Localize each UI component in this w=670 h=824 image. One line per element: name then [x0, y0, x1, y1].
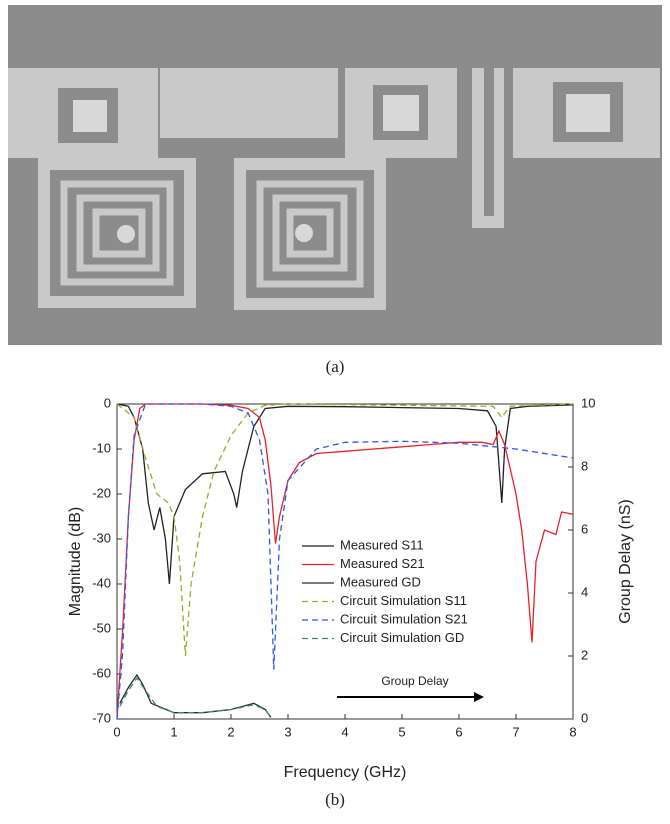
legend-label: Measured GD	[340, 574, 421, 589]
x-tick-label: 0	[113, 724, 120, 739]
y-tick-label: -10	[92, 440, 111, 455]
legend-label: Measured S11	[340, 537, 424, 552]
x-tick-label: 1	[170, 724, 177, 739]
y-tick-label: -70	[92, 710, 111, 725]
y2-tick-label: 0	[581, 710, 588, 725]
x-tick-label: 6	[455, 724, 462, 739]
x-axis-label: Frequency (GHz)	[284, 764, 407, 781]
annotation: Group Delay	[381, 674, 448, 688]
y2-tick-label: 2	[581, 647, 588, 662]
x-tick-label: 4	[341, 724, 348, 739]
x-tick-label: 2	[227, 724, 234, 739]
y-tick-label: -60	[92, 665, 111, 680]
y-tick-label: -30	[92, 530, 111, 545]
y-tick-label: 0	[104, 395, 111, 410]
series-line	[116, 403, 574, 720]
y-tick-label: -20	[92, 485, 111, 500]
y2-tick-label: 6	[581, 521, 588, 536]
series-line	[119, 676, 272, 718]
photo	[8, 5, 662, 345]
series-line	[119, 673, 272, 718]
x-tick-label: 7	[512, 724, 519, 739]
annotation-arrowhead	[474, 692, 484, 702]
legend-label: Measured S21	[340, 556, 425, 571]
x-tick-label: 3	[284, 724, 291, 739]
caption: (a)	[326, 357, 345, 376]
legend-label: Circuit Simulation S21	[340, 611, 468, 626]
caption: (b)	[325, 790, 345, 809]
y2-tick-label: 10	[581, 395, 595, 410]
series-line	[116, 403, 574, 657]
series-line	[116, 403, 574, 585]
x-tick-label: 8	[569, 724, 576, 739]
legend-label: Circuit Simulation GD	[340, 630, 464, 645]
y-tick-label: -40	[92, 575, 111, 590]
legend-label: Circuit Simulation S11	[340, 593, 467, 608]
series-line	[116, 403, 574, 720]
y2-tick-label: 4	[581, 584, 588, 599]
y2-tick-label: 8	[581, 458, 588, 473]
chart: 0 1 2 3 4 5 6 7 80-10-20-30-40-50-60-70 0246810Fr…	[67, 395, 634, 781]
x-tick-label: 5	[398, 724, 405, 739]
y-axis-label: Magnitude (dB)	[67, 507, 84, 616]
y-tick-label: -50	[92, 620, 111, 635]
y2-axis-label: Group Delay (nS)	[617, 499, 634, 624]
